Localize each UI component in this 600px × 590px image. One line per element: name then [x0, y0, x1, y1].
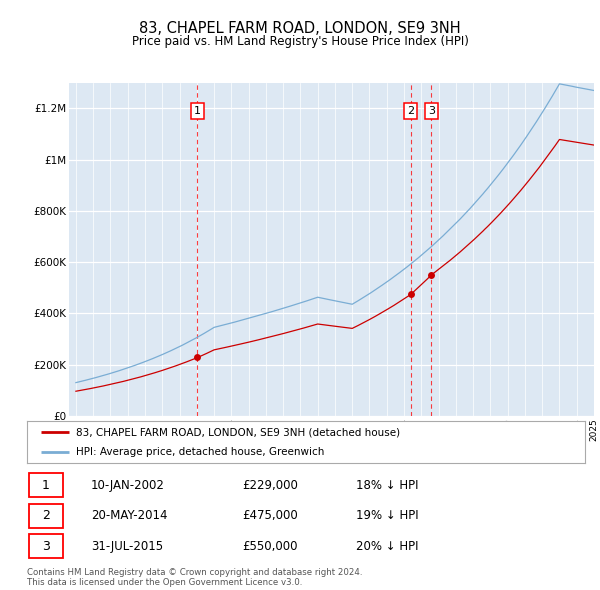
Text: 2: 2 [407, 106, 414, 116]
Text: 10-JAN-2002: 10-JAN-2002 [91, 478, 165, 491]
FancyBboxPatch shape [29, 473, 63, 497]
Text: 20-MAY-2014: 20-MAY-2014 [91, 509, 167, 522]
Text: £550,000: £550,000 [242, 540, 298, 553]
Text: 3: 3 [42, 540, 50, 553]
Text: 83, CHAPEL FARM ROAD, LONDON, SE9 3NH: 83, CHAPEL FARM ROAD, LONDON, SE9 3NH [139, 21, 461, 35]
Text: £229,000: £229,000 [242, 478, 298, 491]
FancyBboxPatch shape [29, 504, 63, 527]
Text: 2: 2 [42, 509, 50, 522]
Text: 1: 1 [194, 106, 201, 116]
Text: HPI: Average price, detached house, Greenwich: HPI: Average price, detached house, Gree… [76, 447, 325, 457]
Text: Price paid vs. HM Land Registry's House Price Index (HPI): Price paid vs. HM Land Registry's House … [131, 35, 469, 48]
Text: 20% ↓ HPI: 20% ↓ HPI [356, 540, 419, 553]
FancyBboxPatch shape [29, 535, 63, 558]
Text: 1: 1 [42, 478, 50, 491]
Text: £475,000: £475,000 [242, 509, 298, 522]
Text: 83, CHAPEL FARM ROAD, LONDON, SE9 3NH (detached house): 83, CHAPEL FARM ROAD, LONDON, SE9 3NH (d… [76, 427, 400, 437]
Text: 18% ↓ HPI: 18% ↓ HPI [356, 478, 419, 491]
Text: 31-JUL-2015: 31-JUL-2015 [91, 540, 163, 553]
Text: 3: 3 [428, 106, 435, 116]
Text: 19% ↓ HPI: 19% ↓ HPI [356, 509, 419, 522]
Text: Contains HM Land Registry data © Crown copyright and database right 2024.
This d: Contains HM Land Registry data © Crown c… [27, 568, 362, 587]
